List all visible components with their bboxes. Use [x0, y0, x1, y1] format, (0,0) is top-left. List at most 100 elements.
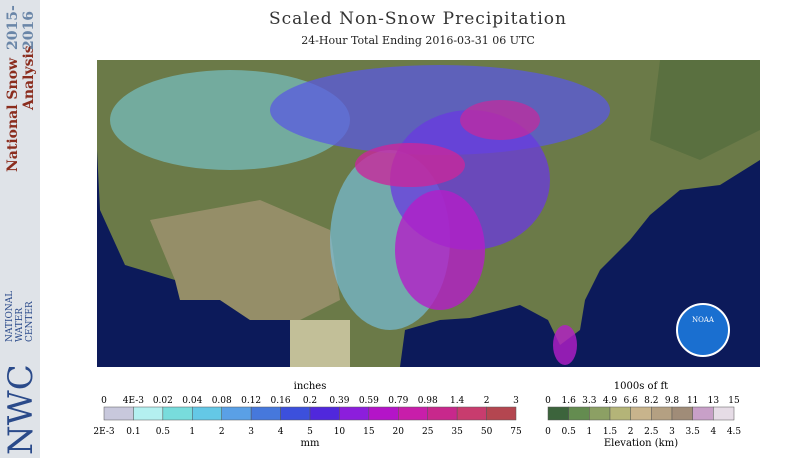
legend-unit: Elevation (km) — [604, 438, 678, 449]
legend-bottom-label: 0 — [545, 427, 551, 437]
agency-text: WATER — [15, 308, 25, 342]
legend-top-label: 0.79 — [388, 396, 408, 406]
legend-top-label: 3.3 — [582, 396, 597, 406]
legend-swatch — [713, 406, 735, 421]
legend-bottom-label: 15 — [363, 427, 375, 437]
legend-bottom-label: 25 — [422, 427, 434, 437]
legend-swatch — [651, 406, 673, 421]
legend-bottom-label: 10 — [334, 427, 346, 437]
noaa-logo — [676, 303, 730, 357]
legend-bottom-label: 75 — [510, 427, 522, 437]
legend-top-label: 0.98 — [418, 396, 438, 406]
title: Scaled Non-Snow Precipitation — [269, 9, 567, 29]
legend-top-label: 0.08 — [212, 396, 232, 406]
legend-top-label: 13 — [708, 396, 720, 406]
legend-top-label: 0.12 — [241, 396, 261, 406]
precip-heavy — [553, 325, 577, 365]
precip-heavy — [460, 100, 540, 140]
legend-bottom-label: 4.5 — [727, 427, 742, 437]
legend-swatch — [630, 406, 652, 421]
legend-bottom-label: 35 — [451, 427, 463, 437]
legend-bottom-label: 2.5 — [644, 427, 659, 437]
precip-heavy — [355, 143, 465, 187]
sidebar-years: 2015- — [5, 5, 21, 50]
legend-swatch — [221, 406, 252, 421]
nwc-logo: NWC — [1, 364, 41, 455]
legend-unit: mm — [301, 438, 320, 449]
legend-top-label: 3 — [513, 396, 519, 406]
sidebar-years: 2016 — [21, 11, 37, 50]
map: NOAA — [97, 60, 760, 367]
legend-swatch — [568, 406, 590, 421]
legend-top-label: 0.04 — [182, 396, 202, 406]
sidebar-title: Analysis — [21, 45, 37, 111]
legend-top-label: 6.6 — [624, 396, 639, 406]
legend-bottom-label: 1 — [189, 427, 195, 437]
legend-top-label: 11 — [687, 396, 698, 406]
subtitle: 24-Hour Total Ending 2016-03-31 06 UTC — [301, 34, 535, 47]
legend-swatch — [398, 406, 428, 421]
legend-swatch — [368, 406, 399, 421]
legend-top-label: 1.4 — [450, 396, 465, 406]
legend-top-label: 4E-3 — [123, 396, 145, 406]
legend-bottom-label: 4 — [278, 427, 284, 437]
legend-bottom-label: 20 — [393, 427, 405, 437]
legend-bottom-label: 3.5 — [686, 427, 701, 437]
legend-swatch — [250, 406, 281, 421]
legend-bottom-label: 1.5 — [603, 427, 618, 437]
legend-top-label: 0.16 — [271, 396, 291, 406]
legend-bottom-label: 2 — [219, 427, 225, 437]
legend-bottom-label: 4 — [710, 427, 716, 437]
legend-swatch — [162, 406, 193, 421]
precip-heavy — [395, 190, 485, 310]
legend-swatch — [427, 406, 458, 421]
legend-bottom-label: 0.1 — [126, 427, 140, 437]
legend-bottom-label: 0.5 — [562, 427, 577, 437]
legend-swatch — [280, 406, 311, 421]
sidebar — [0, 0, 40, 458]
legend-bottom-label: 5 — [307, 427, 313, 437]
legend-top-label: 8.2 — [644, 396, 658, 406]
terrain — [150, 200, 340, 320]
legend-bottom-label: 1 — [586, 427, 592, 437]
no-data — [290, 320, 350, 367]
legend-swatch — [339, 406, 370, 421]
legend-swatch — [133, 406, 164, 421]
agency-text: NATIONAL — [5, 291, 15, 342]
legend-swatch — [309, 406, 340, 421]
legend-swatch — [692, 406, 714, 421]
legend-bottom-label: 2E-3 — [93, 427, 115, 437]
legend-swatch — [486, 406, 517, 421]
legend-unit: 1000s of ft — [614, 381, 668, 392]
legend-top-label: 4.9 — [603, 396, 618, 406]
legend-top-label: 0.2 — [303, 396, 317, 406]
agency-text: CENTER — [25, 301, 35, 342]
legend-top-label: 1.6 — [562, 396, 577, 406]
legend-swatch — [103, 406, 134, 421]
legend-top-label: 15 — [728, 396, 740, 406]
terrain — [650, 60, 760, 160]
legend-bottom-label: 0.5 — [156, 427, 171, 437]
legend-unit: inches — [294, 381, 327, 392]
legend-top-label: 2 — [484, 396, 490, 406]
legend-bottom-label: 3 — [248, 427, 254, 437]
noaa-logo-text: NOAA — [692, 316, 715, 324]
legend-bottom-label: 2 — [628, 427, 634, 437]
legend-top-label: 0 — [101, 396, 107, 406]
legend-top-label: 0.39 — [329, 396, 349, 406]
legend-swatch — [192, 406, 222, 421]
legend-bottom-label: 3 — [669, 427, 675, 437]
sidebar-title: National Snow — [5, 57, 21, 172]
legend-top-label: 0.59 — [359, 396, 379, 406]
legend-swatch — [547, 406, 569, 421]
legend-top-label: 0 — [545, 396, 551, 406]
legend-bottom-label: 50 — [481, 427, 493, 437]
legend-top-label: 0.02 — [153, 396, 173, 406]
legend-top-label: 9.8 — [665, 396, 680, 406]
legend-swatch — [456, 406, 487, 421]
legend-swatch — [609, 406, 631, 421]
legend-swatch — [671, 406, 693, 421]
legend-swatch — [589, 406, 611, 421]
